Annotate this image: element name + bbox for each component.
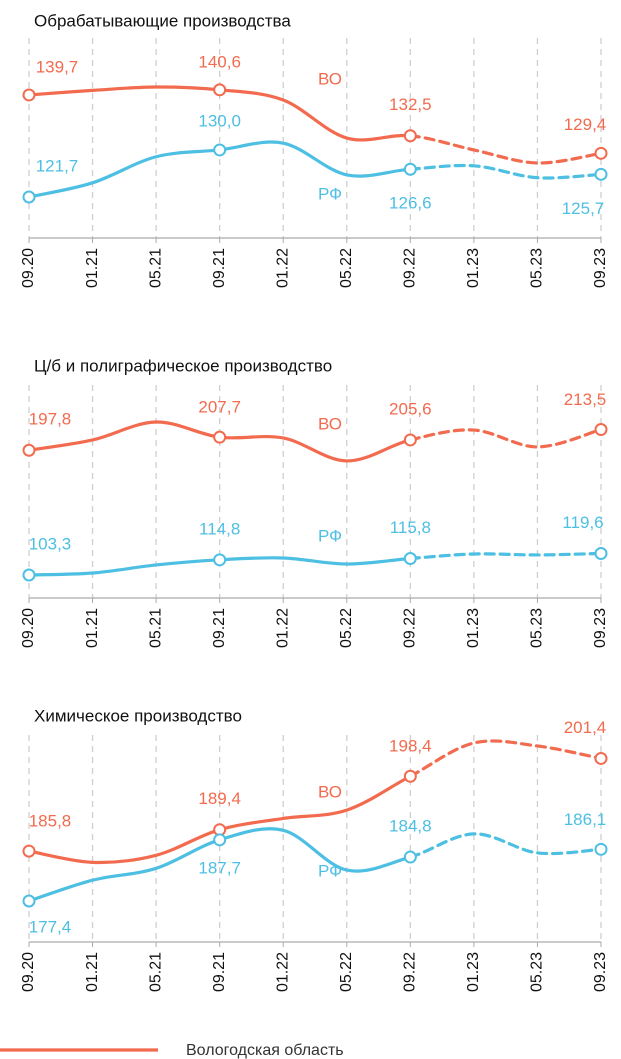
x-tick-label: 09.21 [211, 952, 228, 992]
forecast-line [408, 134, 603, 165]
x-tick-label: 05.23 [529, 952, 546, 992]
panel-title: Обрабатывающие производства [34, 11, 291, 30]
x-tick-label: 09.21 [211, 608, 228, 648]
point-marker [403, 129, 417, 143]
data-label: 119,6 [562, 513, 603, 532]
point-marker [213, 430, 227, 444]
point-marker [594, 423, 608, 437]
point-marker [403, 162, 417, 176]
legend-label: Вологодская область [186, 1042, 344, 1059]
panel-title: Химическое производство [34, 706, 242, 725]
point-marker [594, 546, 608, 560]
point-marker [594, 146, 608, 160]
point-marker [594, 751, 608, 765]
point-marker [213, 143, 227, 157]
data-label: 187,7 [198, 858, 241, 877]
x-tick-label: 09.20 [20, 608, 37, 648]
x-tick-label: 05.22 [338, 248, 355, 288]
x-tick-label: 09.20 [20, 248, 37, 288]
data-label: 201,4 [564, 718, 607, 737]
point-marker [403, 433, 417, 447]
data-label: 115,8 [390, 518, 431, 537]
data-label: 186,1 [564, 810, 607, 829]
series-label: ВО [318, 782, 342, 801]
series-label: ВО [318, 414, 342, 433]
point-marker [22, 88, 36, 102]
data-label: 205,6 [389, 399, 432, 418]
point-marker [22, 568, 36, 582]
x-tick-label: 01.22 [274, 952, 291, 992]
forecast-line [408, 163, 603, 180]
x-tick-label: 05.23 [529, 248, 546, 288]
x-tick-label: 09.22 [402, 248, 419, 288]
data-label: 185,8 [29, 812, 72, 831]
forecast-line [408, 427, 603, 449]
x-tick-label: 01.21 [84, 952, 101, 992]
x-tick-label: 09.23 [592, 952, 609, 992]
point-marker [213, 833, 227, 847]
point-marker [213, 83, 227, 97]
forecast-line [408, 551, 603, 561]
data-label: 130,0 [198, 111, 241, 130]
data-label: 207,7 [198, 398, 241, 417]
data-label: 140,6 [198, 52, 241, 71]
data-label: 184,8 [389, 817, 432, 836]
data-label: 177,4 [29, 917, 72, 936]
point-marker [403, 850, 417, 864]
panel-title: Ц/б и полиграфическое производство [34, 356, 332, 375]
point-marker [22, 443, 36, 457]
point-marker [22, 844, 36, 858]
x-tick-label: 09.22 [402, 952, 419, 992]
x-tick-label: 09.23 [592, 248, 609, 288]
x-tick-label: 05.21 [147, 608, 164, 648]
data-label: 198,4 [389, 737, 432, 756]
x-tick-label: 09.23 [592, 608, 609, 648]
series-label: РФ [318, 861, 342, 880]
x-tick-label: 05.23 [529, 608, 546, 648]
data-label: 132,5 [389, 95, 432, 114]
x-tick-label: 01.23 [465, 248, 482, 288]
x-tick-label: 09.22 [402, 608, 419, 648]
data-label: 213,5 [564, 390, 607, 409]
series-label: ВО [318, 69, 342, 88]
data-label: 197,8 [29, 410, 72, 429]
data-label: 114,8 [199, 519, 240, 538]
series-label: РФ [318, 184, 342, 203]
x-tick-label: 05.22 [338, 608, 355, 648]
x-tick-label: 05.22 [338, 952, 355, 992]
point-marker [22, 190, 36, 204]
data-label: 125,7 [562, 199, 605, 218]
data-label: 121,7 [36, 156, 79, 175]
x-tick-label: 09.20 [20, 952, 37, 992]
x-tick-label: 01.22 [274, 608, 291, 648]
x-tick-label: 01.21 [84, 608, 101, 648]
x-tick-label: 01.23 [465, 608, 482, 648]
point-marker [594, 167, 608, 181]
x-tick-label: 05.21 [147, 248, 164, 288]
data-label: 129,4 [564, 115, 607, 134]
point-marker [22, 894, 36, 908]
x-tick-label: 09.21 [211, 248, 228, 288]
point-marker [403, 551, 417, 565]
x-tick-label: 01.21 [84, 248, 101, 288]
data-label: 189,4 [198, 789, 241, 808]
data-label: 139,7 [36, 57, 79, 76]
point-marker [594, 842, 608, 856]
forecast-line [408, 739, 603, 778]
x-tick-label: 01.22 [274, 248, 291, 288]
forecast-line [408, 832, 603, 859]
point-marker [403, 769, 417, 783]
x-tick-label: 05.21 [147, 952, 164, 992]
point-marker [213, 553, 227, 567]
data-label: 126,6 [389, 194, 432, 213]
series-label: РФ [318, 526, 342, 545]
x-tick-label: 01.23 [465, 952, 482, 992]
data-label: 103,3 [29, 534, 72, 553]
